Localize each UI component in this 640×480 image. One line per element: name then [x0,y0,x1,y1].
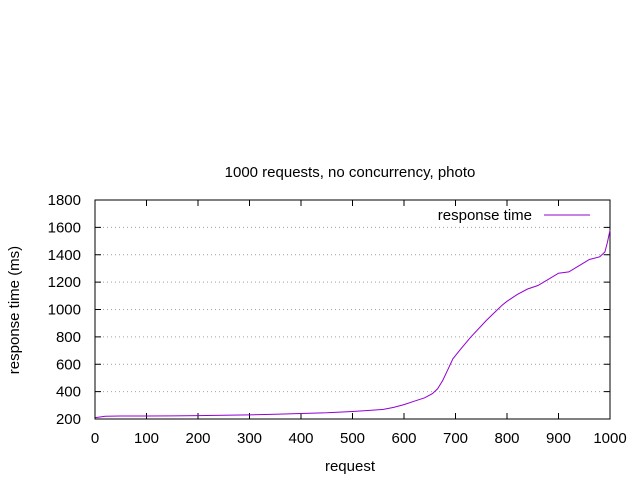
legend-label: response time [438,207,532,224]
chart-title: 1000 requests, no concurrency, photo [225,164,476,181]
x-tick-label: 500 [340,430,365,447]
y-tick-label: 600 [56,356,81,373]
x-tick-label: 400 [288,430,313,447]
x-tick-labels: 0 100 200 300 400 500 600 700 800 900 1000 [91,430,627,447]
axis-ticks [94,199,611,420]
legend: response time [438,207,590,224]
y-tick-labels: 200 400 600 800 1000 1200 1400 1600 1800 [48,192,81,428]
y-tick-label: 800 [56,329,81,346]
y-tick-label: 1200 [48,274,81,291]
x-tick-label: 100 [134,430,159,447]
x-axis-label: request [325,458,376,475]
grid-lines [95,226,610,393]
y-tick-label: 1000 [48,302,81,319]
x-tick-label: 700 [443,430,468,447]
plot-frame [94,199,611,420]
y-tick-label: 1800 [48,192,81,209]
series-layer [95,229,611,419]
x-tick-label: 1000 [593,430,626,447]
series-line-response-time [95,229,611,419]
y-tick-label: 1600 [48,219,81,236]
x-tick-label: 0 [91,430,99,447]
x-tick-label: 200 [185,430,210,447]
y-axis-label: response time (ms) [6,246,23,374]
y-tick-label: 200 [56,411,81,428]
x-tick-label: 300 [237,430,262,447]
x-tick-label: 800 [494,430,519,447]
y-tick-label: 1400 [48,247,81,264]
x-tick-label: 900 [546,430,571,447]
y-tick-label: 400 [56,384,81,401]
x-tick-label: 600 [391,430,416,447]
